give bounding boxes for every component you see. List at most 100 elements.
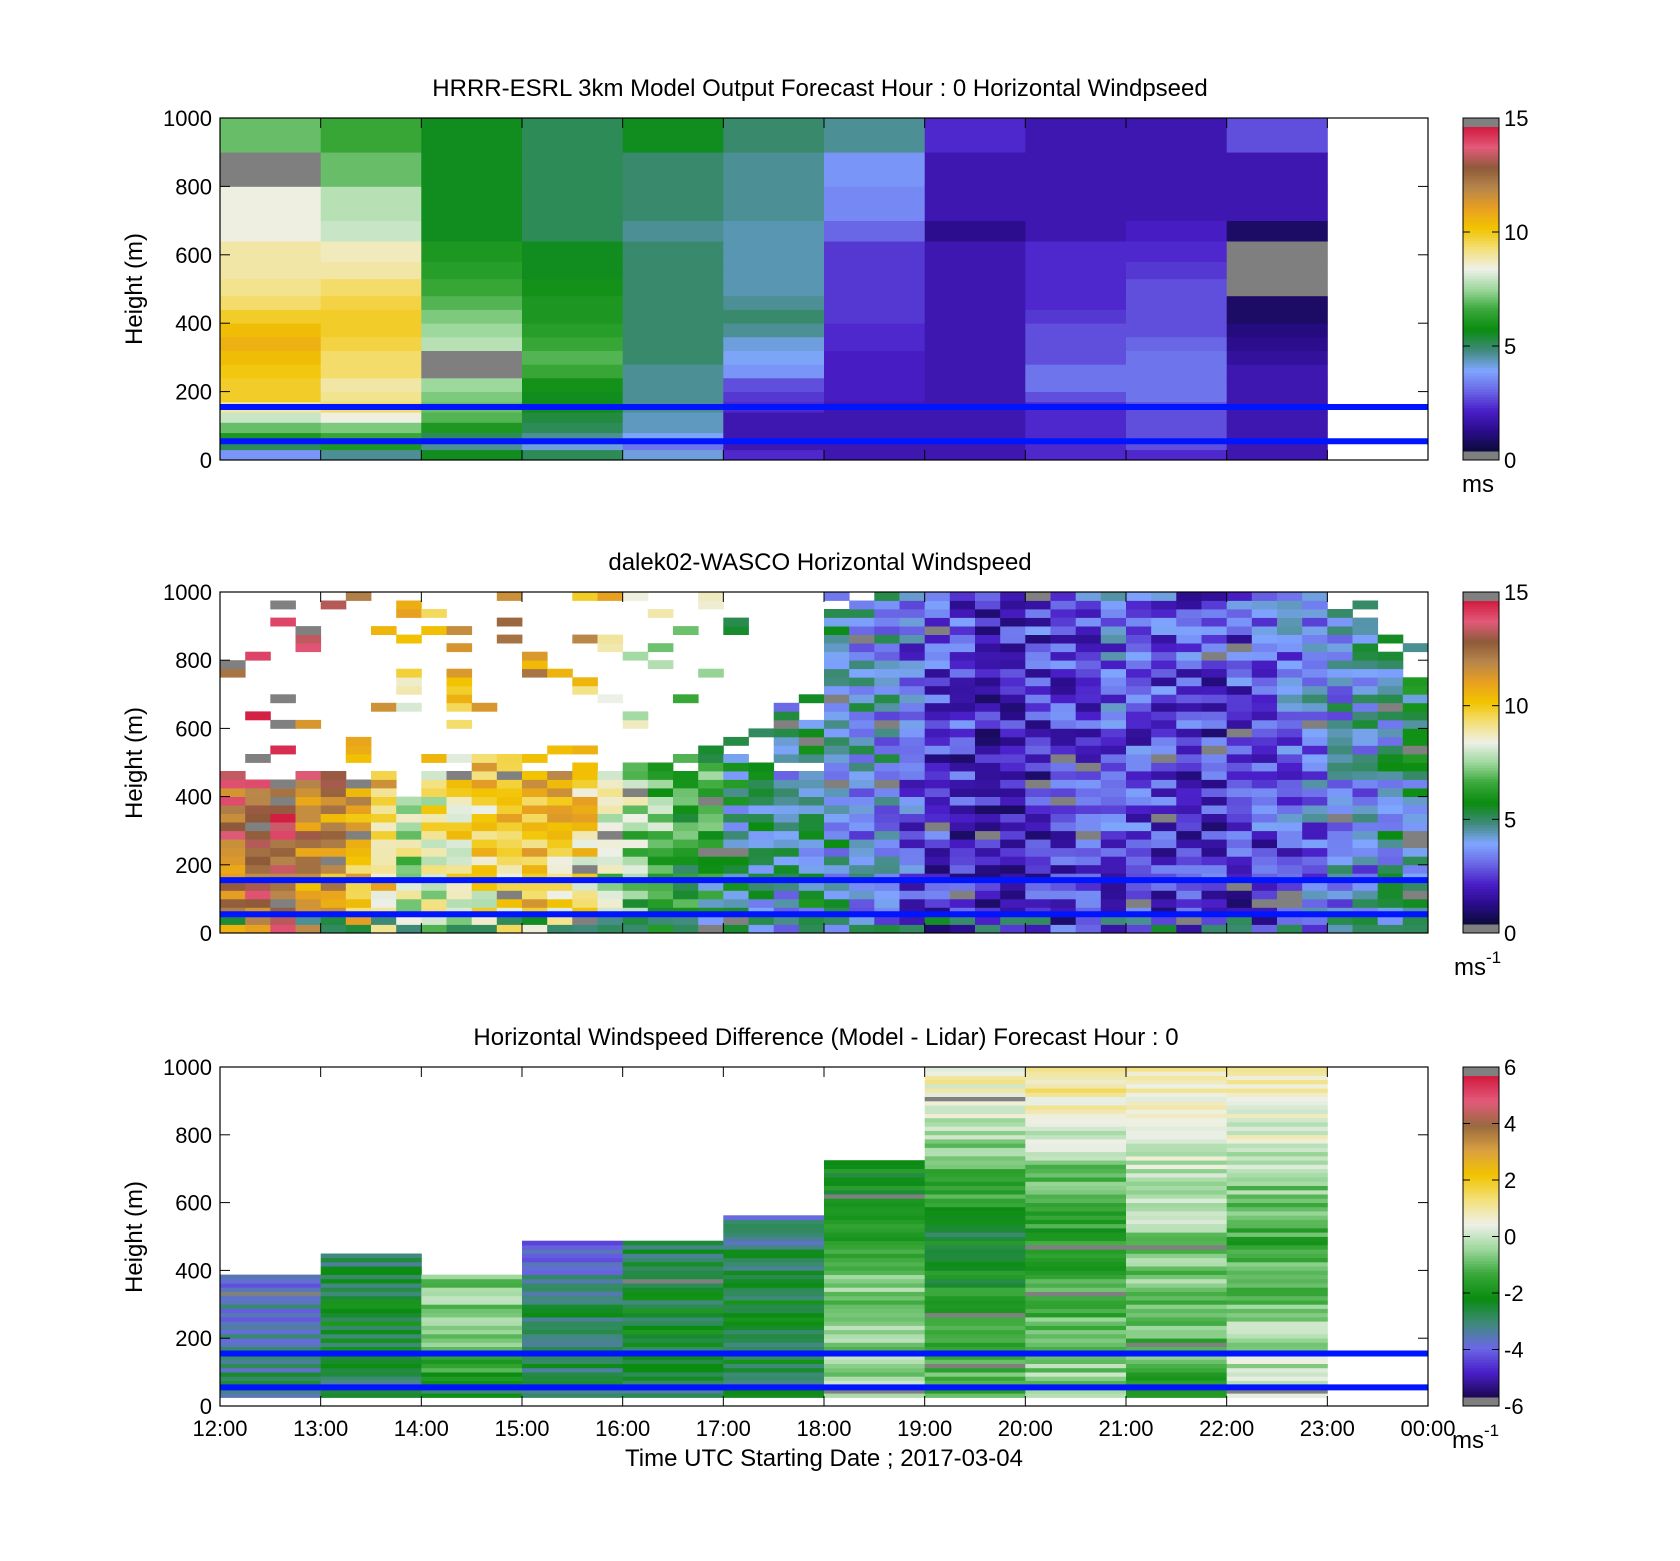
heatmap-cell [1075, 864, 1102, 874]
heatmap-cell [220, 364, 322, 379]
heatmap-cell [1025, 432, 1127, 444]
heatmap-cell [1277, 856, 1303, 866]
heatmap-cell [723, 241, 825, 262]
heatmap-cell [1025, 634, 1051, 644]
panel-model-ylabel: Height (m) [121, 233, 148, 345]
heatmap-cell [245, 805, 271, 814]
heatmap-cell [371, 796, 397, 806]
colorbar-segment [1463, 1148, 1499, 1152]
heatmap-cell [723, 220, 825, 242]
heatmap-cell [874, 736, 900, 746]
heatmap-cell [1352, 796, 1379, 806]
colorbar-segment [1463, 654, 1499, 659]
heatmap-cell [1050, 694, 1077, 704]
heatmap-cell [270, 898, 296, 908]
heatmap-cell [547, 916, 573, 925]
heatmap-cell [320, 152, 422, 187]
heatmap-cell [1126, 1287, 1228, 1292]
heatmap-cell [723, 1219, 825, 1225]
heatmap-cell [949, 745, 976, 755]
heatmap-cell [924, 1367, 1026, 1373]
heatmap-cell [421, 890, 447, 900]
heatmap-cell [798, 745, 825, 755]
heatmap-cell [824, 626, 850, 635]
heatmap-cell [1201, 890, 1228, 900]
heatmap-cell [698, 788, 724, 797]
heatmap-cell [975, 822, 1001, 832]
colorbar-segment [1463, 1332, 1499, 1336]
heatmap-cell [849, 762, 875, 772]
heatmap-cell [1025, 1105, 1127, 1110]
heatmap-cell [849, 626, 875, 635]
heatmap-cell [245, 847, 271, 857]
heatmap-cell [1302, 592, 1328, 601]
heatmap-cell [597, 924, 624, 934]
heatmap-cell [874, 847, 900, 857]
heatmap-cell [824, 220, 926, 242]
heatmap-cell [748, 779, 775, 789]
heatmap-cell [924, 779, 951, 789]
heatmap-cell [698, 796, 724, 806]
heatmap-cell [1151, 813, 1177, 823]
heatmap-cell [949, 924, 976, 934]
heatmap-cell [849, 890, 875, 900]
heatmap-cell [824, 796, 850, 806]
heatmap-cell [1226, 1253, 1328, 1259]
heatmap-cell [1075, 736, 1102, 746]
heatmap-cell [849, 702, 875, 712]
heatmap-cell [773, 771, 800, 780]
heatmap-cell [899, 898, 926, 908]
panel-lidar-colorbar-unit: ms-1 [1454, 948, 1501, 981]
heatmap-cell [496, 822, 523, 832]
heatmap-cell [421, 771, 447, 780]
heatmap-cell [320, 1270, 422, 1275]
heatmap-cell [1352, 617, 1379, 627]
heatmap-cell [421, 864, 447, 874]
colorbar-segment [1463, 1372, 1499, 1377]
heatmap-cell [1226, 1134, 1328, 1140]
heatmap-cell [748, 864, 775, 874]
heatmap-cell [1327, 856, 1353, 866]
heatmap-cell [1025, 754, 1051, 763]
colorbar-tick-label: 6 [1504, 1055, 1516, 1080]
heatmap-cell [975, 711, 1001, 721]
heatmap-cell [748, 728, 775, 738]
heatmap-cell [723, 350, 825, 365]
heatmap-cell [1402, 830, 1429, 840]
heatmap-cell [622, 1389, 724, 1394]
heatmap-cell [1176, 660, 1202, 670]
heatmap-cell [1000, 609, 1026, 618]
colorbar-segment [1463, 708, 1499, 712]
heatmap-cell [773, 728, 800, 738]
heatmap-cell [1126, 822, 1152, 832]
heatmap-cell [220, 118, 322, 153]
colorbar-segment [1463, 902, 1499, 906]
heatmap-cell [824, 1249, 926, 1254]
heatmap-cell [1025, 261, 1127, 280]
heatmap-cell [295, 813, 322, 823]
heatmap-cell [1025, 1156, 1127, 1161]
colorbar-segment [1463, 635, 1499, 640]
heatmap-cell [320, 1393, 422, 1398]
heatmap-cell [773, 779, 800, 789]
heatmap-cell [245, 898, 271, 908]
colorbar-segment [1463, 1300, 1499, 1304]
heatmap-cell [798, 736, 825, 746]
heatmap-cell [773, 898, 800, 908]
heatmap-cell [1126, 1245, 1228, 1250]
heatmap-cell [245, 856, 271, 866]
heatmap-cell [798, 924, 825, 934]
colorbar-segment [1463, 1314, 1499, 1318]
colorbar-segment [1463, 232, 1499, 236]
heatmap-cell [1277, 788, 1303, 797]
heatmap-cell [924, 422, 1026, 434]
heatmap-cell [1201, 626, 1228, 635]
colorbar-segment [1463, 1263, 1499, 1267]
heatmap-cell [421, 118, 523, 153]
heatmap-cell [1302, 779, 1328, 789]
colorbar-segment [1463, 1164, 1499, 1168]
heatmap-cell [471, 856, 498, 866]
heatmap-cell [622, 309, 724, 324]
heatmap-cell [622, 1240, 724, 1246]
heatmap-cell [295, 924, 322, 934]
